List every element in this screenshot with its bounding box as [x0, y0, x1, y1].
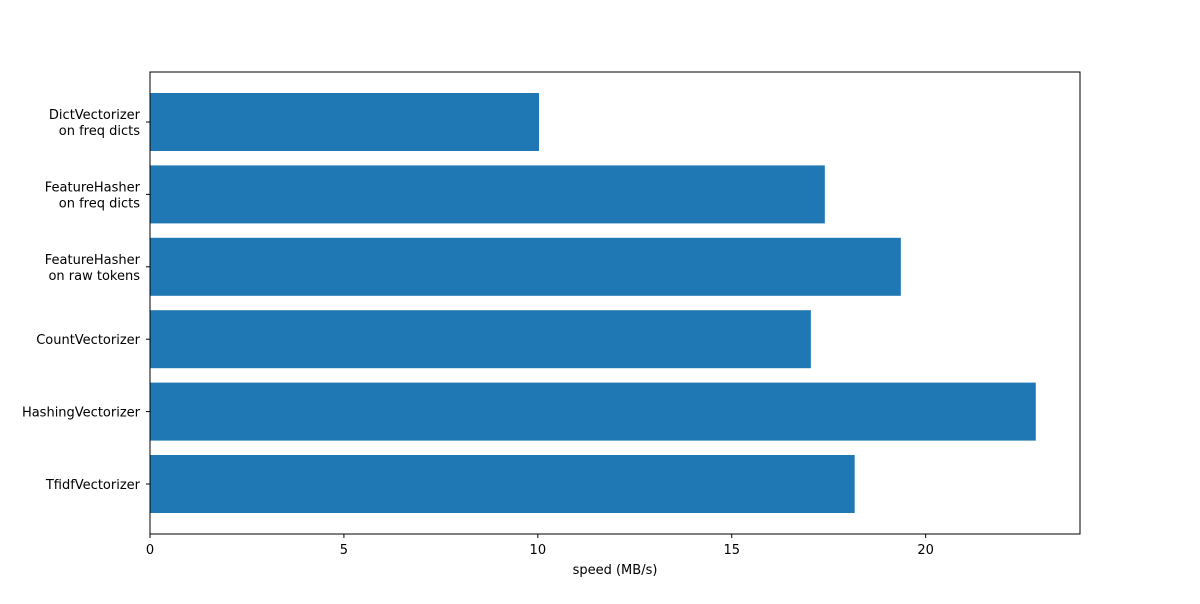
x-tick-label: 20: [917, 543, 934, 558]
bar: [150, 93, 539, 151]
y-tick-label: TfidfVectorizer: [45, 478, 141, 493]
bar: [150, 237, 901, 296]
bar: [150, 310, 811, 369]
bar: [150, 382, 1036, 441]
y-tick-label: DictVectorizer on freq dicts: [49, 108, 141, 139]
y-tick-label: CountVectorizer: [36, 333, 140, 348]
x-tick-label: 5: [340, 543, 348, 558]
x-axis-label: speed (MB/s): [573, 563, 658, 578]
x-tick-label: 15: [723, 543, 740, 558]
x-tick-label: 10: [530, 543, 547, 558]
bar: [150, 165, 825, 224]
y-tick-label: FeatureHasher on freq dicts: [45, 180, 141, 211]
y-tick-label: FeatureHasher on raw tokens: [45, 253, 141, 284]
y-tick-label: HashingVectorizer: [22, 406, 141, 421]
plot-frame: [149, 71, 1081, 535]
bar: [150, 455, 855, 513]
x-tick-label: 0: [146, 543, 154, 558]
